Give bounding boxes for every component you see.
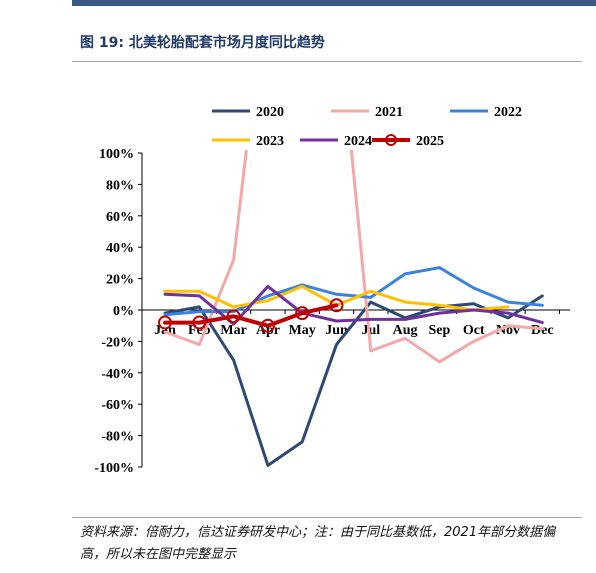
y-tick-label: 60% xyxy=(106,210,134,225)
x-tick-label: Mar xyxy=(220,323,246,338)
legend-item-2024: 2024 xyxy=(300,134,372,149)
y-tick-label: 100% xyxy=(99,147,134,162)
title-divider xyxy=(72,61,582,62)
legend-item-2023: 2023 xyxy=(212,134,284,149)
y-tick-label: -100% xyxy=(94,461,134,476)
y-axis: 100% 80% 60% 40% 20% 0% -20% -40% -60% -80% -100% xyxy=(94,147,143,476)
x-tick-label: Dec xyxy=(531,323,554,338)
x-tick-label: Jun xyxy=(325,323,348,338)
chart-legend: 2020 2021 2022 2023 2024 2025 xyxy=(212,105,522,149)
header-accent-bar xyxy=(72,0,596,6)
legend-label: 2024 xyxy=(344,134,372,149)
series-marker-2025 xyxy=(260,318,275,333)
y-tick-label: 40% xyxy=(106,241,134,256)
series-marker-2025 xyxy=(158,315,172,330)
y-tick-label: 0% xyxy=(113,304,134,319)
y-tick-label: -40% xyxy=(101,367,134,382)
x-tick-label: Oct xyxy=(463,323,485,338)
series-marker-2025 xyxy=(192,315,207,330)
legend-label: 2020 xyxy=(256,105,284,120)
x-tick-label: May xyxy=(289,323,316,338)
y-tick-label: 80% xyxy=(106,178,134,193)
series-line-2021 xyxy=(163,150,544,364)
series-marker-2025 xyxy=(226,309,241,324)
source-note: 资料来源：倍耐力，信达证券研发中心；注：由于同比基数低，2021年部分数据偏高，… xyxy=(80,525,556,562)
legend-label: 2023 xyxy=(256,134,284,149)
marker-layer xyxy=(158,298,344,333)
legend-item-2022: 2022 xyxy=(450,105,522,120)
x-tick-label: Sep xyxy=(429,323,451,338)
legend-marker xyxy=(385,134,397,146)
legend-label: 2021 xyxy=(375,105,403,120)
x-tick-label: Aug xyxy=(393,323,418,338)
legend-label: 2022 xyxy=(494,105,522,120)
y-tick-label: -80% xyxy=(101,430,134,445)
y-tick-label: -60% xyxy=(101,398,134,413)
y-tick-label: -20% xyxy=(101,335,134,350)
series-line-2022 xyxy=(163,266,544,317)
series-marker-2025 xyxy=(295,306,310,321)
legend-item-2021: 2021 xyxy=(331,105,403,120)
figure-title: 图 19: 北美轮胎配套市场月度同比趋势 xyxy=(80,35,325,51)
series-line-2020 xyxy=(163,294,544,467)
footer-divider xyxy=(72,517,582,518)
x-tick-label: Jul xyxy=(361,323,380,338)
y-tick-label: 20% xyxy=(106,273,134,288)
legend-item-2020: 2020 xyxy=(212,105,284,120)
series-marker-2025 xyxy=(329,298,344,313)
legend-item-2025: 2025 xyxy=(372,134,444,149)
series-layer xyxy=(163,150,544,467)
legend-label: 2025 xyxy=(416,134,444,149)
